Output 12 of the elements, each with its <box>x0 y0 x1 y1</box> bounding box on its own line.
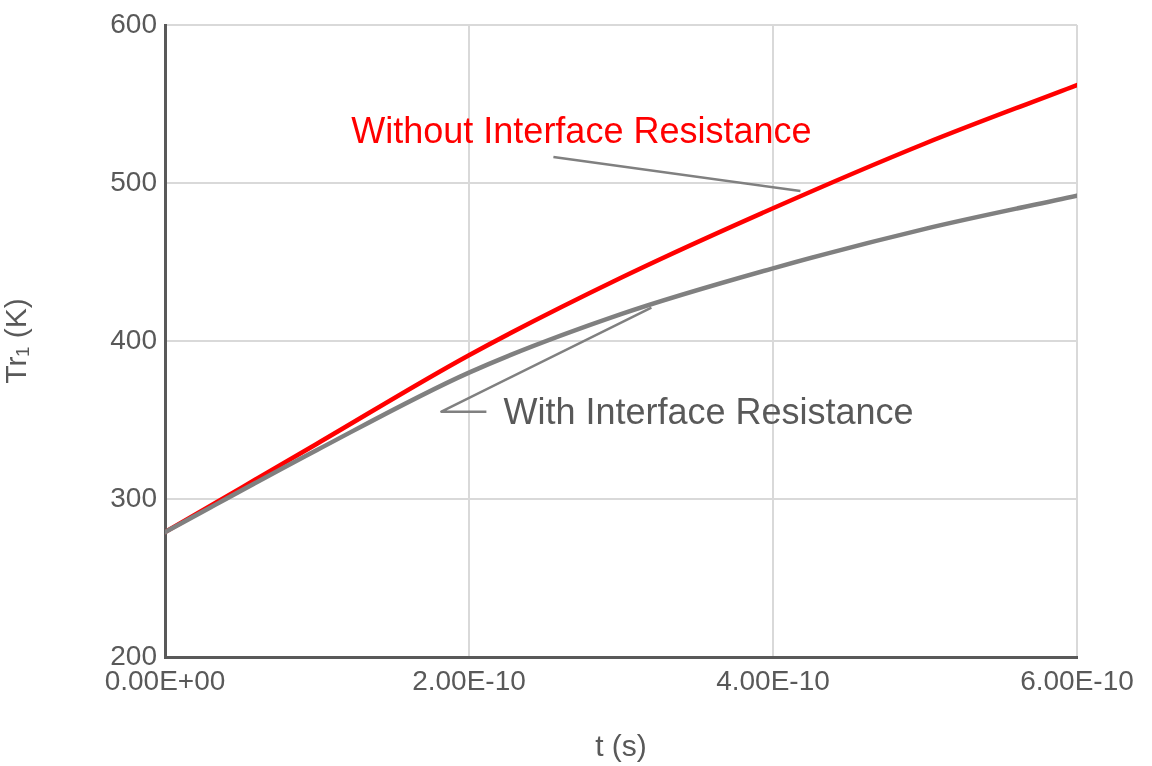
line-series <box>165 193 1077 535</box>
y-axis-title: Tr₁ (K) <box>0 298 33 384</box>
y-tick-label: 500 <box>110 165 157 197</box>
x-tick-label: 6.00E-10 <box>1020 664 1134 696</box>
x-tick-label: 2.00E-10 <box>412 664 526 696</box>
annotation: Without Interface Resistance <box>351 109 812 151</box>
x-tick-label: 4.00E-10 <box>716 664 830 696</box>
annotation: With Interface Resistance <box>503 390 914 432</box>
y-tick-label: 400 <box>110 323 157 355</box>
y-tick-label: 600 <box>110 7 157 39</box>
y-tick-label: 300 <box>110 481 157 513</box>
x-axis-title: t (s) <box>595 729 647 763</box>
